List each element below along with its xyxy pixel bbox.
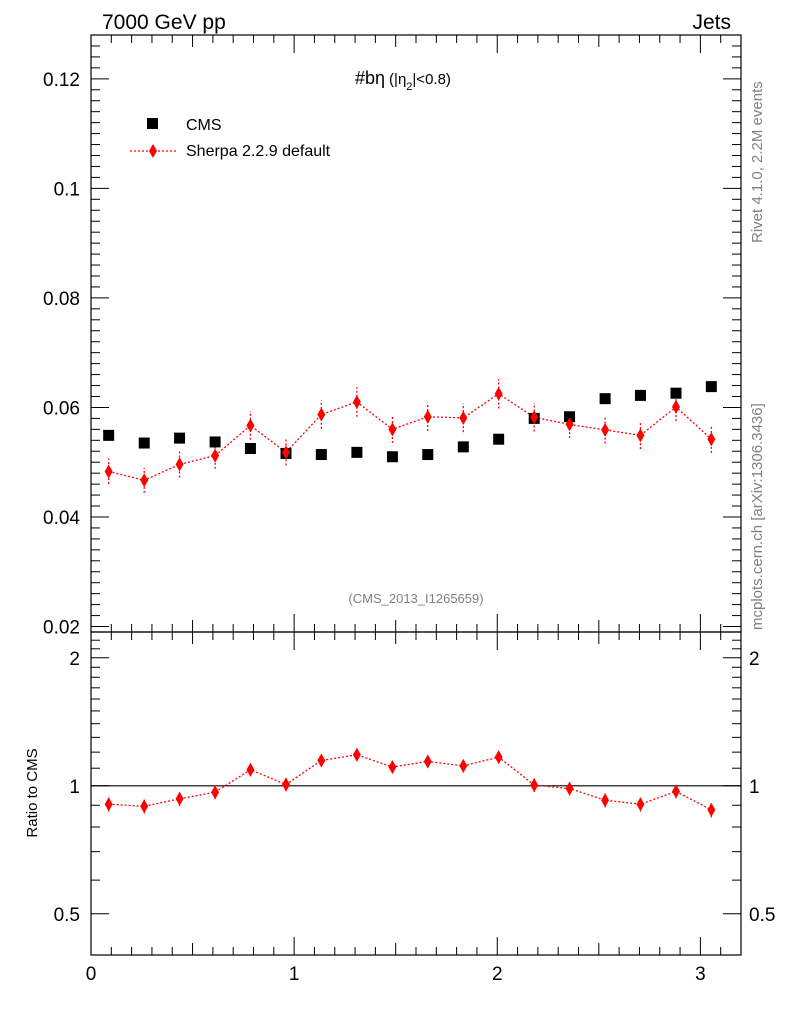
ratio-sherpa-line [108,754,712,811]
sherpa-line [108,392,712,481]
ratio-data-points [104,747,716,818]
ratio-sherpa-point [672,784,680,799]
ratio-sherpa-point [211,785,220,800]
ratio-sherpa-point [317,753,326,768]
x-tick-label: 0 [86,964,97,985]
ratio-sherpa-point [246,762,255,777]
mcplots-label: mcplots.cern.ch [arXiv:1306.3436] [749,403,766,630]
rivet-version-label: Rivet 4.1.0, 2.2M events [749,81,766,243]
x-tick-label: 3 [695,964,706,985]
ratio-plot-frame [90,631,742,956]
plot-title-sub: 2 [406,81,412,93]
x-tick-label: 2 [492,964,503,985]
x-tick-labels: 0 1 2 3 [86,964,706,985]
header-energy-label: 7000 GeV pp [102,11,226,34]
legend: CMS Sherpa 2.2.9 default [130,117,331,160]
cms-point [103,429,115,441]
sherpa-point [246,418,255,433]
ratio-sherpa-point [530,778,539,793]
ratio-sherpa-point [282,777,290,792]
sherpa-point [672,399,680,414]
header-category-label: Jets [692,11,731,34]
cms-point [351,446,363,458]
plot-title-open: (|η [389,71,406,88]
main-y-tick-label: 0.1 [54,179,80,200]
plot-title-close: |<0.8) [412,71,451,88]
ratio-sherpa-point [707,802,716,817]
x-tick-label: 1 [289,964,300,985]
legend-cms-marker [147,118,158,129]
main-data-points [103,378,717,493]
sherpa-point [352,394,361,409]
main-y-tick-labels: 0.02 0.04 0.06 0.08 0.1 0.12 [43,70,80,639]
ratio-sherpa-point [175,791,184,806]
legend-cms-label: CMS [186,117,222,134]
legend-sherpa-label: Sherpa 2.2.9 default [186,143,331,160]
sherpa-point [211,448,220,463]
cms-point [493,433,505,445]
ratio-sherpa-point [565,781,574,796]
cms-point [705,381,717,393]
ratio-sherpa-point [636,797,645,812]
ratio-sherpa-point [423,754,432,769]
ratio-sherpa-point [352,747,361,762]
ratio-sherpa-point [104,797,113,812]
ratio-sherpa-point [140,799,149,814]
sherpa-point [494,386,503,401]
sherpa-point [140,473,149,488]
sherpa-point [104,464,113,479]
ratio-sherpa-point [388,760,397,775]
plot-title-main: #bη [355,68,385,88]
sherpa-point [601,422,610,437]
ratio-y-tick-label-right: 0.5 [749,905,775,926]
sherpa-point [317,407,326,422]
cms-point [599,393,611,405]
ratio-y-axis-label: Ratio to CMS [24,748,41,837]
cms-point [386,451,398,463]
ratio-sherpa-point [601,793,610,808]
cms-point [138,437,150,449]
ratio-sherpa-point [494,750,503,765]
sherpa-point [388,422,397,437]
legend-sherpa-marker [149,144,157,158]
main-axis-ticks [91,34,741,628]
cms-point [315,449,327,461]
sherpa-point [459,410,468,425]
plot-title: #bη (|η2|<0.8) [355,68,451,93]
main-y-tick-label: 0.06 [43,398,80,419]
ratio-y-tick-labels: 0.5 0.5 1 1 2 2 [54,649,776,926]
sherpa-point [636,428,645,443]
x-axis-ticks [90,35,742,955]
ratio-y-tick-label-right: 2 [749,649,760,670]
main-y-tick-label: 0.04 [43,508,80,529]
ratio-axis-ticks [91,639,741,956]
cms-point [670,387,682,399]
sherpa-point [175,457,184,472]
ratio-sherpa-point [459,758,468,773]
main-y-tick-label: 0.12 [43,70,80,91]
cms-point [174,432,186,444]
sherpa-point [707,432,716,447]
cms-point [422,449,434,461]
ratio-y-tick-label-left: 2 [69,649,80,670]
ratio-y-tick-label-left: 1 [69,777,80,798]
ratio-y-tick-label-left: 0.5 [54,905,80,926]
cms-point [564,411,576,423]
sherpa-point [423,409,432,424]
sherpa-point [565,417,574,432]
cms-point [209,436,221,448]
ratio-y-tick-label-right: 1 [749,777,760,798]
sherpa-point [282,445,290,460]
sherpa-point [530,410,539,425]
cms-point [244,443,256,455]
cms-point [457,441,469,453]
main-y-tick-label: 0.08 [43,289,80,310]
analysis-watermark: (CMS_2013_I1265659) [348,591,483,606]
cms-point [634,389,646,401]
main-y-tick-label: 0.02 [43,618,80,639]
